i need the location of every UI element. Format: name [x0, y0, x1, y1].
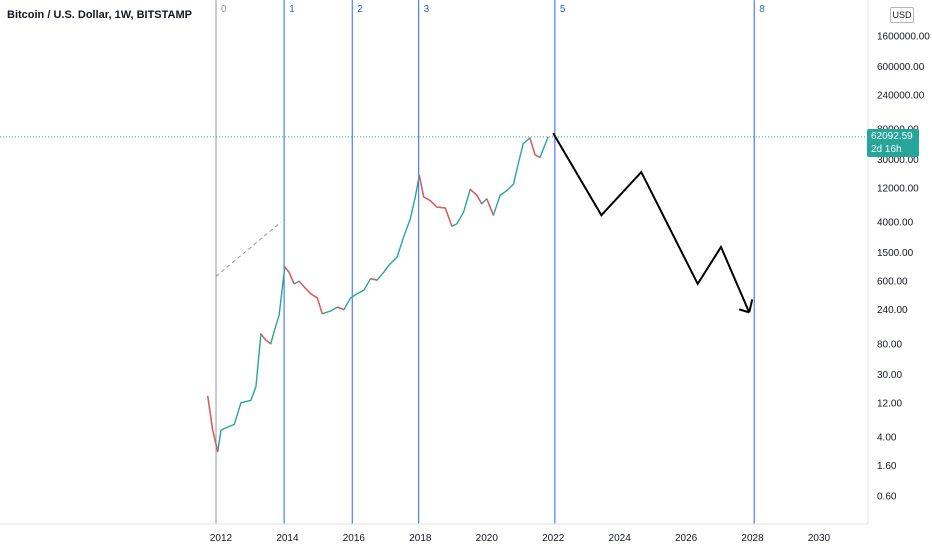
price-down-segment — [486, 198, 495, 216]
y-tick-label: 30000.00 — [877, 155, 919, 166]
cycle-line-label-2: 2 — [357, 4, 363, 15]
y-tick-label: 1600000.00 — [877, 31, 930, 42]
price-down-segment — [444, 207, 453, 227]
price-down-segment — [207, 395, 214, 431]
currency-badge[interactable]: USD — [890, 7, 914, 23]
price-down-segment — [370, 277, 378, 281]
x-tick-label: 2012 — [210, 533, 233, 544]
y-tick-label: 30.00 — [877, 370, 902, 381]
x-tick-label: 2022 — [542, 533, 565, 544]
y-tick-label: 600.00 — [877, 277, 908, 288]
cycle-line-label-5: 5 — [560, 4, 566, 15]
cycle-line-label-0: 0 — [221, 4, 227, 15]
price-down-segment — [288, 271, 295, 285]
y-tick-label: 1.60 — [877, 461, 897, 472]
y-tick-label: 4000.00 — [877, 218, 914, 229]
projection-arrowhead-right — [748, 299, 754, 313]
cycle-line-label-8: 8 — [759, 4, 765, 15]
price-down-segment — [436, 206, 446, 209]
y-tick-label: 12000.00 — [877, 184, 919, 195]
y-tick-label: 80.00 — [877, 339, 902, 350]
x-tick-label: 2026 — [675, 533, 698, 544]
price-down-segment — [418, 175, 425, 198]
dashed-trend-guide[interactable] — [215, 221, 282, 277]
y-tick-label: 240000.00 — [877, 90, 925, 101]
price-down-segment — [316, 297, 323, 315]
x-tick-label: 2016 — [343, 533, 366, 544]
price-down-segment — [260, 333, 267, 341]
y-tick-label: 1500.00 — [877, 248, 914, 259]
price-down-segment — [298, 280, 305, 288]
bar-countdown: 2d 16h — [871, 143, 902, 155]
cycle-line-label-1: 1 — [289, 4, 295, 15]
price-down-segment — [529, 137, 536, 155]
last-price-badge: 62092.59 2d 16h — [867, 128, 919, 157]
price-down-segment — [534, 154, 541, 159]
cycle-line-label-3: 3 — [424, 4, 430, 15]
x-tick-label: 2024 — [609, 533, 632, 544]
chart-title: Bitcoin / U.S. Dollar, 1W, BITSTAMP — [7, 9, 192, 21]
x-tick-label: 2030 — [808, 533, 831, 544]
y-tick-label: 4.00 — [877, 433, 897, 444]
price-down-segment — [476, 194, 483, 205]
projection-path[interactable] — [552, 132, 751, 313]
last-price-value: 62092.59 — [871, 130, 913, 142]
price-down-segment — [310, 293, 318, 299]
price-down-segment — [265, 339, 272, 345]
price-down-segment — [284, 266, 290, 273]
y-tick-label: 0.60 — [877, 492, 897, 503]
price-down-segment — [429, 200, 438, 208]
price-down-segment — [303, 286, 312, 295]
y-tick-label: 600000.00 — [877, 62, 925, 73]
price-down-segment — [423, 196, 431, 202]
price-down-segment — [337, 306, 345, 311]
x-tick-label: 2018 — [409, 533, 432, 544]
y-tick-label: 12.00 — [877, 398, 902, 409]
x-tick-label: 2020 — [476, 533, 499, 544]
y-tick-label: 240.00 — [877, 305, 908, 316]
x-tick-label: 2014 — [276, 533, 299, 544]
price-down-segment — [212, 429, 219, 452]
x-tick-label: 2028 — [741, 533, 764, 544]
projection-arrowhead-left — [738, 308, 750, 314]
price-down-segment — [469, 188, 478, 196]
